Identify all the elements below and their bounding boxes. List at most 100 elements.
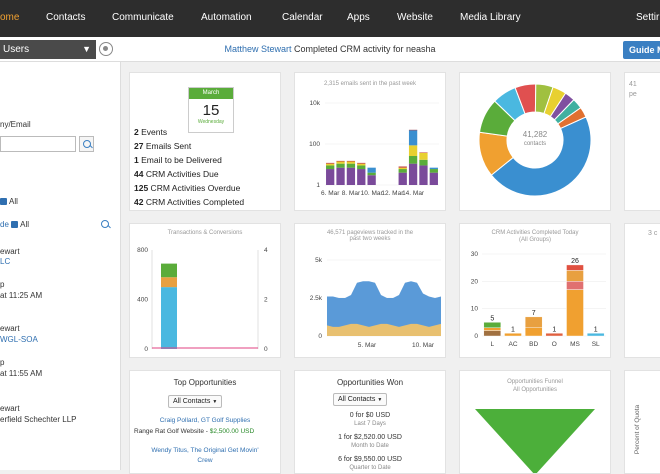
funnel-stage[interactable]	[475, 409, 595, 473]
activity-entry-detail[interactable]: LC	[0, 257, 11, 266]
bar-segment	[326, 165, 335, 170]
stat-events[interactable]: 2 Events	[134, 127, 168, 137]
data-label: 26	[571, 258, 579, 265]
y-tick-label: 0	[144, 346, 148, 353]
emails-chart-panel: 2,315 emails sent in the past week 10k 10…	[294, 72, 446, 211]
stat-emails-sent[interactable]: 27 Emails Sent	[134, 141, 192, 151]
activity-entry-name: ewart	[0, 324, 20, 333]
filter-all-2-label: All	[20, 220, 30, 229]
bar-segment	[586, 333, 605, 337]
activity-message: Matthew Stewart Completed CRM activity f…	[0, 44, 660, 54]
bar-segment	[483, 327, 502, 331]
checkbox-icon	[0, 198, 7, 206]
filter-all-1[interactable]: All	[0, 197, 18, 206]
panel-title: Top Opportunities	[173, 378, 237, 387]
x-tick-label: 10. Mar	[361, 190, 384, 197]
stat-crm-due[interactable]: 44 CRM Activities Due	[134, 169, 219, 179]
bar-segment	[429, 172, 438, 185]
chart-subtitle: All Opportunities	[512, 387, 558, 393]
x-tick-label: 6. Mar	[321, 190, 340, 197]
nav-item-contacts[interactable]: Contacts	[46, 12, 86, 23]
calendar-weekday: Wednesday	[197, 119, 225, 125]
opportunity-link[interactable]: Wendy Titus, The Original Get Movin'	[151, 447, 259, 454]
sidebar-search-input[interactable]	[0, 136, 76, 152]
bar-segment	[346, 161, 356, 164]
bar-segment	[346, 160, 356, 162]
nav-item-apps[interactable]: Apps	[347, 12, 370, 23]
bar-segment	[346, 167, 356, 185]
area-series	[327, 323, 441, 336]
partial-number: 41	[629, 81, 637, 88]
activity-entry-detail: erfield Schechter LLP	[0, 415, 77, 424]
opportunity-link[interactable]: Craig Pollard, GT Golf Supplies	[159, 417, 251, 424]
y-tick-label: 400	[137, 297, 148, 304]
activity-user-link[interactable]: Matthew Stewart	[224, 44, 292, 54]
nav-item-website[interactable]: Website	[397, 12, 433, 23]
pageviews-chart: 5k 2.5k 0 5. Mar 10. Mar	[310, 257, 441, 349]
gear-icon[interactable]	[99, 42, 113, 56]
calendar-day: 15	[202, 102, 220, 119]
won-row: 0 for $0 USD	[349, 412, 391, 419]
axis-label: Percent of Quota	[634, 404, 642, 455]
chart-title: 2,315 emails sent in the past week	[323, 81, 417, 87]
filter-type-label: de	[0, 220, 9, 229]
bar-segment	[545, 333, 564, 337]
contacts-filter-select[interactable]: All Contacts ▼	[333, 393, 388, 406]
activity-entry-name: ewart	[0, 247, 20, 256]
nav-item-communicate[interactable]: Communicate	[112, 12, 174, 23]
nav-item-automation[interactable]: Automation	[201, 12, 252, 23]
transactions-chart-panel: Transactions & Conversions 800 4 400 2 0 0	[129, 223, 281, 358]
y-tick-label: 5k	[315, 257, 323, 264]
bar-segment	[483, 322, 502, 329]
nav-item-settings[interactable]: Settir	[636, 12, 660, 23]
bar-segment	[336, 160, 345, 162]
chevron-down-icon: ▼	[82, 44, 91, 54]
guide-me-button[interactable]: Guide M	[623, 41, 660, 59]
donut-slice[interactable]	[557, 107, 587, 130]
user-filter-select[interactable]: Users ▼	[0, 40, 96, 59]
x-tick-label: 5. Mar	[358, 342, 377, 349]
won-row-period: Quarter to Date	[349, 465, 391, 471]
crm-activities-chart: 30 20 10 0 5 L 1 AC 7 BD 1 O 26 MS 1 SL	[471, 251, 606, 348]
bar-segment	[566, 289, 584, 337]
x-tick-label: 10. Mar	[412, 342, 435, 349]
bar-segment	[367, 175, 376, 185]
opportunity-link-cont[interactable]: Crew	[197, 457, 213, 464]
stat-emails-pending[interactable]: 1 Email to be Delivered	[134, 155, 222, 165]
activity-entry-detail: at 11:25 AM	[0, 291, 43, 300]
y-tick-label: 10k	[310, 100, 321, 107]
sidebar-search-button[interactable]	[79, 136, 94, 152]
bar-segment	[419, 152, 428, 160]
calendar-month: March	[189, 88, 233, 99]
activity-text: Completed CRM activity for neasha	[291, 44, 436, 54]
activity-entry-detail[interactable]: WGL-SOA	[0, 335, 38, 344]
nav-item-calendar[interactable]: Calendar	[282, 12, 323, 23]
y-tick-label: 20	[471, 278, 479, 285]
x-tick-label: L	[491, 341, 495, 348]
bar-segment	[326, 162, 335, 164]
y-tick-label: 800	[137, 247, 148, 254]
nav-item-home[interactable]: ome	[0, 12, 20, 23]
search-icon[interactable]	[101, 220, 109, 228]
search-field-label: ny/Email	[0, 120, 31, 129]
calendar-icon: March 15 Wednesday	[188, 87, 234, 133]
bar-segment	[161, 263, 177, 278]
contacts-filter-select[interactable]: All Contacts ▼	[168, 395, 223, 408]
chart-subtitle: (All Groups)	[518, 237, 551, 243]
nav-item-media-library[interactable]: Media Library	[460, 12, 521, 23]
stat-crm-completed[interactable]: 42 CRM Activities Completed	[134, 197, 245, 207]
stat-crm-overdue[interactable]: 125 CRM Activities Overdue	[134, 183, 241, 193]
x-tick-label: BD	[529, 341, 538, 348]
won-row-period: Last 7 Days	[354, 421, 386, 427]
bar-segment	[419, 165, 428, 185]
chart-title: Transactions & Conversions	[167, 230, 243, 236]
bar-segment	[408, 129, 418, 146]
chart-title: 46,571 pageviews tracked in the past two…	[326, 230, 414, 242]
transactions-chart: 800 4 400 2 0 0	[137, 247, 268, 353]
data-label: 7	[532, 310, 536, 317]
donut-slice[interactable]	[490, 116, 592, 197]
checkbox-icon[interactable]	[11, 221, 19, 229]
bar-segment	[161, 277, 177, 288]
x-tick-label: 14. Mar	[402, 190, 425, 197]
